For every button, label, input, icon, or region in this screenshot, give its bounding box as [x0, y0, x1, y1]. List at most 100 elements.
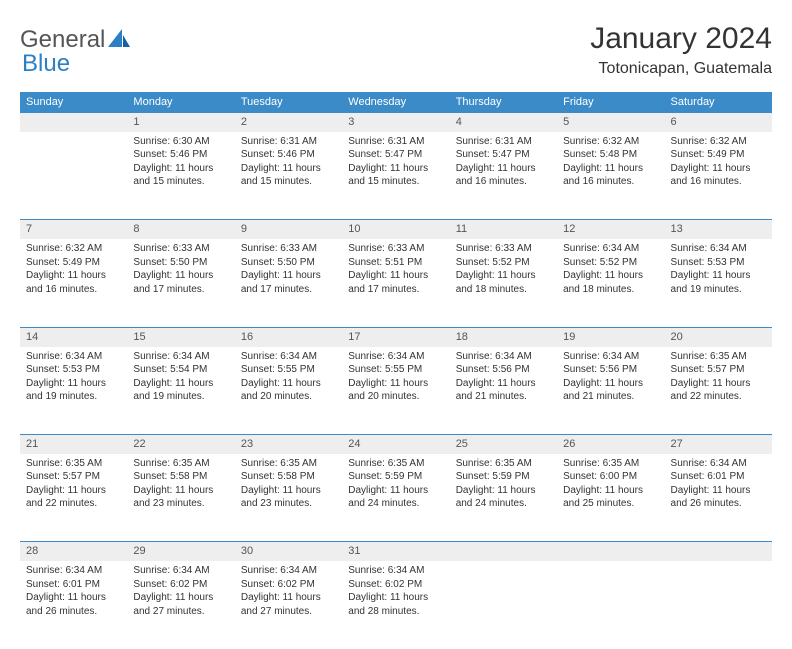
sunset-line: Sunset: 5:50 PM — [241, 256, 336, 270]
day-number: 17 — [342, 327, 449, 346]
dl1-line: Daylight: 11 hours — [348, 162, 443, 176]
dl2-line: and 16 minutes. — [456, 175, 551, 189]
day-number: 1 — [127, 113, 234, 132]
header: General January 2024 Totonicapan, Guatem… — [20, 22, 772, 78]
dl2-line: and 16 minutes. — [26, 283, 121, 297]
dl1-line: Daylight: 11 hours — [241, 484, 336, 498]
day-info: Sunrise: 6:34 AMSunset: 6:01 PMDaylight:… — [20, 561, 127, 624]
day-cell: Sunrise: 6:34 AMSunset: 5:55 PMDaylight:… — [342, 347, 449, 435]
day-info-row: Sunrise: 6:35 AMSunset: 5:57 PMDaylight:… — [20, 454, 772, 542]
dl2-line: and 24 minutes. — [456, 497, 551, 511]
day-number: 4 — [450, 113, 557, 132]
dl1-line: Daylight: 11 hours — [348, 591, 443, 605]
logo-text-part2: Blue — [22, 50, 70, 77]
daynum-row: 21222324252627 — [20, 435, 772, 454]
day-info: Sunrise: 6:35 AMSunset: 6:00 PMDaylight:… — [557, 454, 664, 517]
day-info: Sunrise: 6:34 AMSunset: 5:55 PMDaylight:… — [342, 347, 449, 410]
day-cell: Sunrise: 6:34 AMSunset: 5:56 PMDaylight:… — [450, 347, 557, 435]
dl1-line: Daylight: 11 hours — [133, 377, 228, 391]
day-info-row: Sunrise: 6:30 AMSunset: 5:46 PMDaylight:… — [20, 132, 772, 220]
day-number — [665, 542, 772, 561]
sunset-line: Sunset: 5:47 PM — [456, 148, 551, 162]
title-block: January 2024 Totonicapan, Guatemala — [590, 22, 772, 78]
sunrise-line: Sunrise: 6:33 AM — [133, 242, 228, 256]
logo-text-part2-wrap: Blue — [20, 50, 70, 78]
day-number: 9 — [235, 220, 342, 239]
sunrise-line: Sunrise: 6:35 AM — [241, 457, 336, 471]
day-cell: Sunrise: 6:30 AMSunset: 5:46 PMDaylight:… — [127, 132, 234, 220]
sunrise-line: Sunrise: 6:34 AM — [348, 350, 443, 364]
day-cell: Sunrise: 6:34 AMSunset: 6:02 PMDaylight:… — [127, 561, 234, 649]
sunset-line: Sunset: 5:58 PM — [241, 470, 336, 484]
day-info: Sunrise: 6:35 AMSunset: 5:58 PMDaylight:… — [127, 454, 234, 517]
dl2-line: and 23 minutes. — [133, 497, 228, 511]
day-cell — [557, 561, 664, 649]
day-info: Sunrise: 6:33 AMSunset: 5:50 PMDaylight:… — [127, 239, 234, 302]
day-cell: Sunrise: 6:32 AMSunset: 5:49 PMDaylight:… — [665, 132, 772, 220]
dl2-line: and 21 minutes. — [456, 390, 551, 404]
dl1-line: Daylight: 11 hours — [348, 377, 443, 391]
dl1-line: Daylight: 11 hours — [26, 269, 121, 283]
sunrise-line: Sunrise: 6:34 AM — [671, 457, 766, 471]
dl2-line: and 28 minutes. — [348, 605, 443, 619]
weekday-header: Thursday — [450, 92, 557, 113]
dl2-line: and 20 minutes. — [241, 390, 336, 404]
day-number: 31 — [342, 542, 449, 561]
day-info: Sunrise: 6:32 AMSunset: 5:49 PMDaylight:… — [20, 239, 127, 302]
sunset-line: Sunset: 5:49 PM — [671, 148, 766, 162]
sunset-line: Sunset: 5:51 PM — [348, 256, 443, 270]
day-cell: Sunrise: 6:35 AMSunset: 5:59 PMDaylight:… — [342, 454, 449, 542]
day-cell: Sunrise: 6:34 AMSunset: 6:02 PMDaylight:… — [235, 561, 342, 649]
day-number: 7 — [20, 220, 127, 239]
dl2-line: and 25 minutes. — [563, 497, 658, 511]
sunrise-line: Sunrise: 6:31 AM — [348, 135, 443, 149]
day-number: 21 — [20, 435, 127, 454]
day-cell: Sunrise: 6:32 AMSunset: 5:49 PMDaylight:… — [20, 239, 127, 327]
sunrise-line: Sunrise: 6:35 AM — [671, 350, 766, 364]
day-cell: Sunrise: 6:35 AMSunset: 5:57 PMDaylight:… — [20, 454, 127, 542]
sunset-line: Sunset: 5:52 PM — [563, 256, 658, 270]
weekday-header: Friday — [557, 92, 664, 113]
sunrise-line: Sunrise: 6:31 AM — [241, 135, 336, 149]
day-info: Sunrise: 6:35 AMSunset: 5:59 PMDaylight:… — [342, 454, 449, 517]
sunrise-line: Sunrise: 6:35 AM — [26, 457, 121, 471]
day-cell: Sunrise: 6:34 AMSunset: 5:53 PMDaylight:… — [665, 239, 772, 327]
sunset-line: Sunset: 6:02 PM — [133, 578, 228, 592]
day-cell: Sunrise: 6:34 AMSunset: 5:54 PMDaylight:… — [127, 347, 234, 435]
sunset-line: Sunset: 5:58 PM — [133, 470, 228, 484]
sunrise-line: Sunrise: 6:34 AM — [456, 350, 551, 364]
day-number: 5 — [557, 113, 664, 132]
dl1-line: Daylight: 11 hours — [133, 269, 228, 283]
dl2-line: and 21 minutes. — [563, 390, 658, 404]
day-number: 12 — [557, 220, 664, 239]
day-cell — [450, 561, 557, 649]
dl1-line: Daylight: 11 hours — [241, 591, 336, 605]
sunset-line: Sunset: 6:01 PM — [671, 470, 766, 484]
day-cell: Sunrise: 6:34 AMSunset: 6:01 PMDaylight:… — [20, 561, 127, 649]
dl2-line: and 15 minutes. — [348, 175, 443, 189]
weekday-header: Sunday — [20, 92, 127, 113]
day-info: Sunrise: 6:35 AMSunset: 5:57 PMDaylight:… — [20, 454, 127, 517]
day-cell: Sunrise: 6:35 AMSunset: 5:58 PMDaylight:… — [235, 454, 342, 542]
weekday-header: Saturday — [665, 92, 772, 113]
weekday-header: Monday — [127, 92, 234, 113]
sunset-line: Sunset: 5:48 PM — [563, 148, 658, 162]
day-info: Sunrise: 6:35 AMSunset: 5:58 PMDaylight:… — [235, 454, 342, 517]
sunset-line: Sunset: 5:54 PM — [133, 363, 228, 377]
sunrise-line: Sunrise: 6:33 AM — [348, 242, 443, 256]
sunrise-line: Sunrise: 6:34 AM — [563, 242, 658, 256]
dl2-line: and 15 minutes. — [241, 175, 336, 189]
dl2-line: and 18 minutes. — [456, 283, 551, 297]
day-info: Sunrise: 6:34 AMSunset: 6:02 PMDaylight:… — [342, 561, 449, 624]
day-info: Sunrise: 6:34 AMSunset: 6:02 PMDaylight:… — [235, 561, 342, 624]
dl1-line: Daylight: 11 hours — [563, 162, 658, 176]
day-info: Sunrise: 6:31 AMSunset: 5:46 PMDaylight:… — [235, 132, 342, 195]
dl1-line: Daylight: 11 hours — [26, 377, 121, 391]
dl2-line: and 16 minutes. — [671, 175, 766, 189]
daynum-row: 78910111213 — [20, 220, 772, 239]
day-cell: Sunrise: 6:33 AMSunset: 5:52 PMDaylight:… — [450, 239, 557, 327]
dl2-line: and 27 minutes. — [133, 605, 228, 619]
day-info: Sunrise: 6:32 AMSunset: 5:48 PMDaylight:… — [557, 132, 664, 195]
day-info: Sunrise: 6:33 AMSunset: 5:52 PMDaylight:… — [450, 239, 557, 302]
sunset-line: Sunset: 5:59 PM — [348, 470, 443, 484]
